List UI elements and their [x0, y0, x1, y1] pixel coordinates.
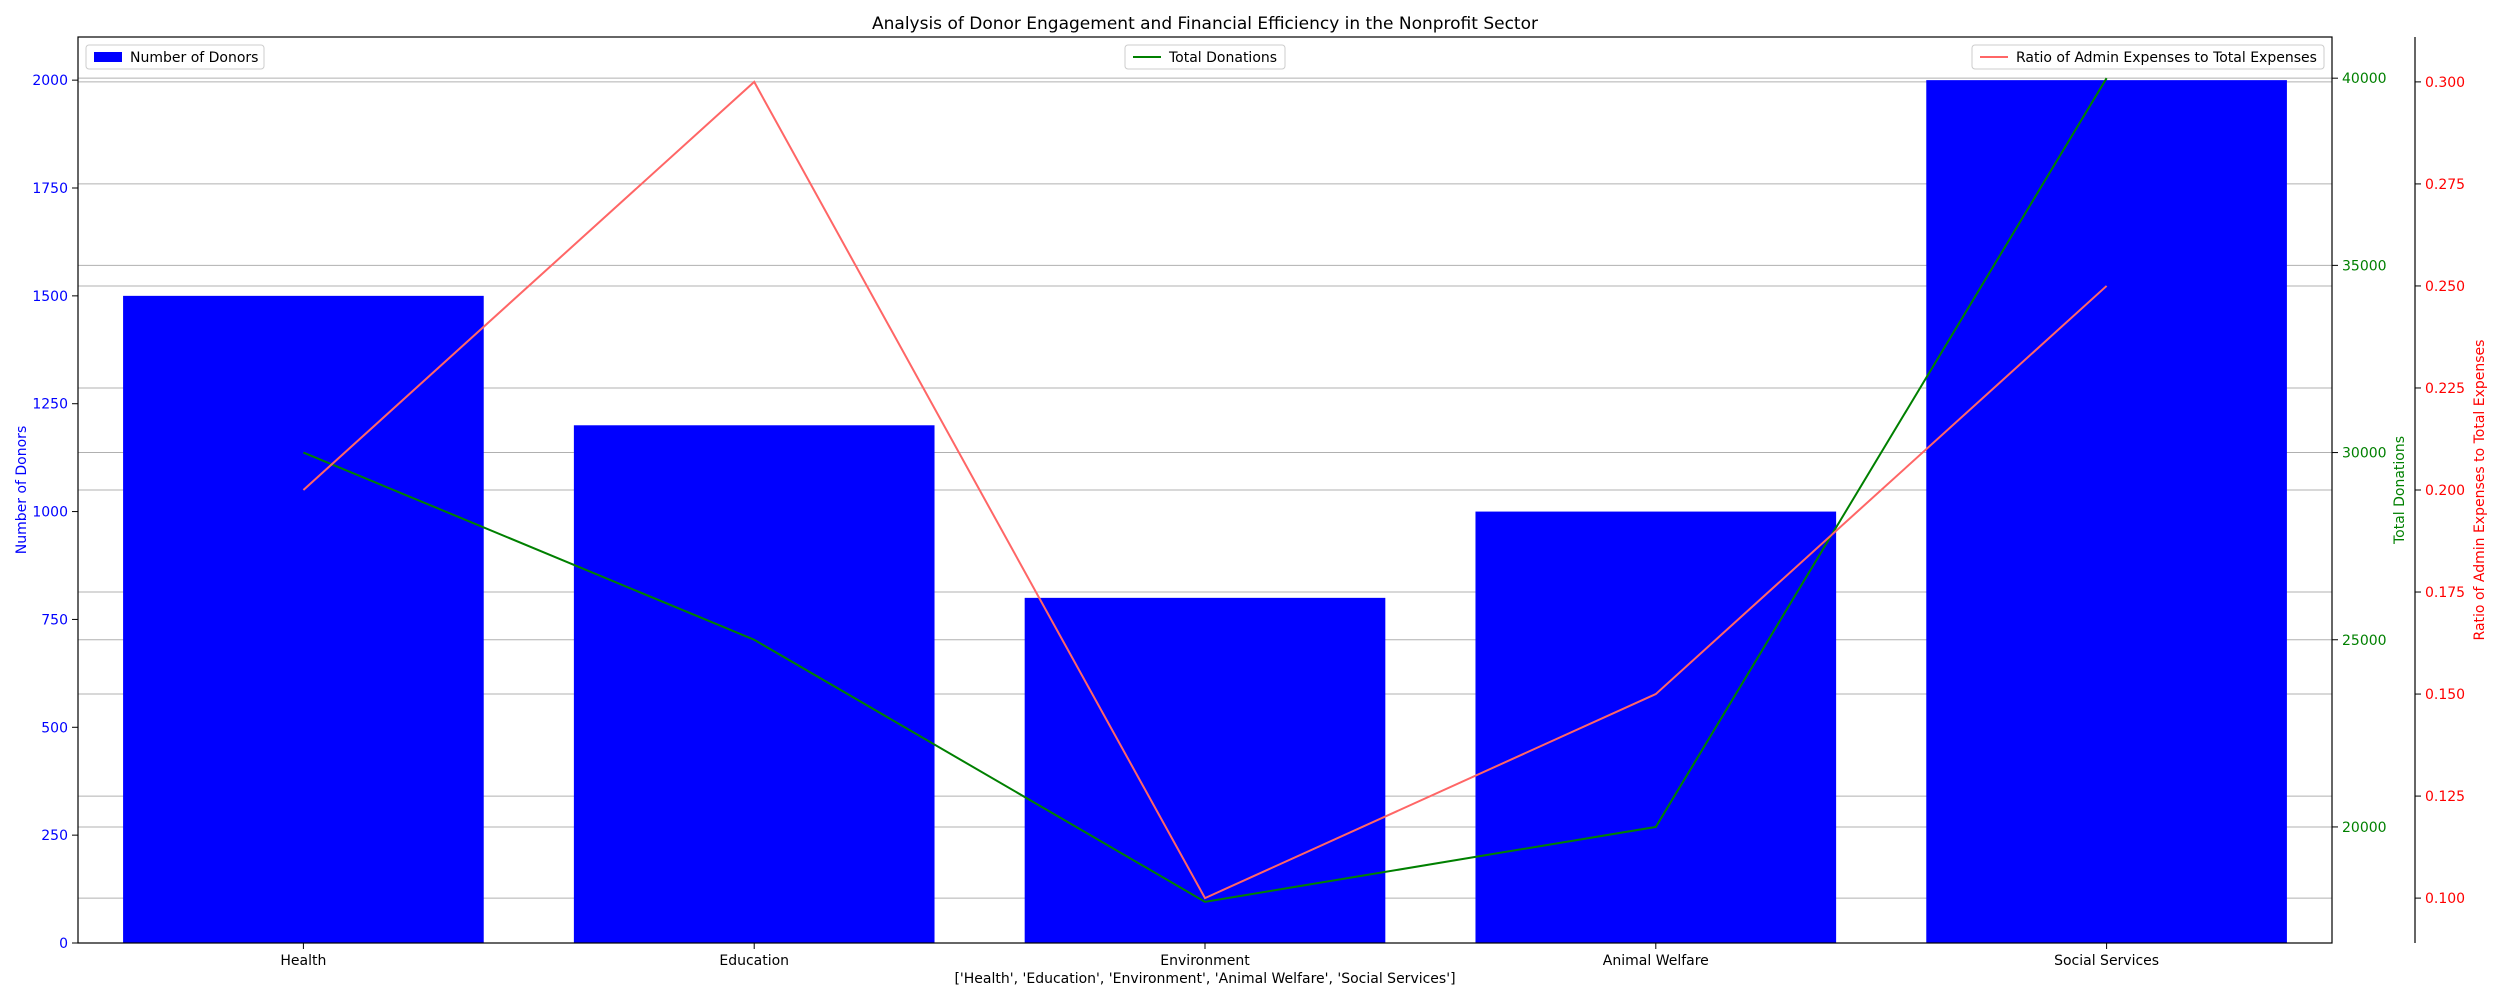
- left-tick-label-3: 750: [41, 612, 68, 628]
- legend-box: [85, 44, 265, 70]
- bar-animal-welfare: [1475, 511, 1837, 943]
- left-tick-label-2: 500: [41, 720, 68, 736]
- right-outer-axis: 0.100 0.125 0.150 0.175 0.200 0.225 0.250 0.275…: [2414, 37, 2465, 943]
- left-tick-label-6: 1500: [32, 289, 68, 305]
- left-tick-label-0: 0: [59, 936, 68, 952]
- legends: Number of Donors Total Donations Ratio of …: [85, 44, 2325, 70]
- left-tick-label-8: 2000: [32, 73, 68, 89]
- x-tick-label-4: Social Services: [2054, 953, 2159, 969]
- right-outer-axis-label: Ratio of Admin Expenses to Total Expense…: [2472, 340, 2488, 641]
- right-tick-label-2: 30000: [2342, 446, 2387, 462]
- legend-box: [1124, 44, 1286, 70]
- bar-education: [573, 425, 935, 943]
- line-admin-expense-ratio: [302, 80, 2108, 900]
- right-tick-label-0: 20000: [2342, 820, 2387, 836]
- legend-swatch: [94, 52, 122, 62]
- left-axis-label: Number of Donors: [14, 426, 30, 554]
- bar-health: [123, 295, 484, 943]
- chart-title: Analysis of Donor Engagement and Financi…: [872, 14, 1538, 34]
- right-outer-tick-label-0: 0.100: [2425, 891, 2465, 907]
- legend-line-1: Total Donations: [1124, 44, 1286, 70]
- legend-label: Ratio of Admin Expenses to Total Expense…: [2016, 50, 2317, 66]
- line-total-donations: [303, 77, 2108, 903]
- right-outer-tick-label-2: 0.150: [2425, 687, 2465, 703]
- x-tick-label-0: Health: [280, 953, 326, 969]
- legend-line-2: Ratio of Admin Expenses to Total Expense…: [1971, 44, 2325, 70]
- right-outer-tick-label-6: 0.250: [2425, 279, 2465, 295]
- left-tick-label-7: 1750: [32, 181, 68, 197]
- legend-label: Total Donations: [1168, 50, 1277, 66]
- right-tick-label-1: 25000: [2342, 633, 2387, 649]
- bars: [123, 80, 2287, 943]
- legend-label: Number of Donors: [130, 50, 258, 66]
- x-axis: Health Education Environment Animal Welfare…: [280, 943, 2159, 969]
- legend-bar-0: Number of Donors: [85, 44, 265, 70]
- x-axis-label: ['Health', 'Education', 'Environment', '…: [954, 971, 1455, 987]
- x-tick-label-1: Education: [719, 953, 789, 969]
- x-tick-label-2: Environment: [1160, 953, 1250, 969]
- bar-social-services: [1926, 80, 2287, 943]
- right-outer-tick-label-8: 0.300: [2425, 75, 2465, 91]
- right-axis: 20000 25000 30000 35000 40000: [2332, 71, 2387, 836]
- right-axis-label: Total Donations: [2392, 436, 2408, 545]
- right-outer-tick-label-4: 0.200: [2425, 483, 2465, 499]
- left-tick-label-4: 1000: [32, 505, 68, 521]
- right-outer-tick-label-5: 0.225: [2425, 381, 2465, 397]
- left-tick-label-5: 1250: [32, 397, 68, 413]
- right-outer-tick-label-7: 0.275: [2425, 177, 2465, 193]
- left-tick-label-1: 250: [41, 828, 68, 844]
- right-outer-tick-label-1: 0.125: [2425, 789, 2465, 805]
- right-tick-label-4: 40000: [2342, 71, 2387, 87]
- legend-box: [1971, 44, 2325, 70]
- right-tick-label-3: 35000: [2342, 258, 2387, 274]
- x-tick-label-3: Animal Welfare: [1603, 953, 1709, 969]
- lines: [302, 77, 2108, 903]
- right-outer-tick-label-3: 0.175: [2425, 585, 2465, 601]
- left-axis: 0 250 500 750 1000 1250 1500 1750 2000: [32, 73, 78, 952]
- bar-environment: [1024, 597, 1386, 943]
